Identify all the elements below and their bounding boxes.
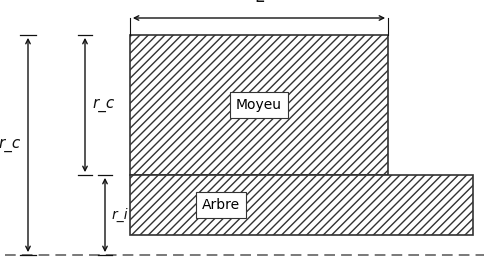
Text: Arbre: Arbre <box>201 198 240 212</box>
Bar <box>130 35 387 175</box>
Text: r_c: r_c <box>0 137 21 153</box>
Text: r_i: r_i <box>112 208 128 222</box>
Text: Moyeu: Moyeu <box>236 98 281 112</box>
Text: r_c: r_c <box>92 97 114 112</box>
Text: L: L <box>254 0 263 6</box>
Bar <box>130 175 472 235</box>
